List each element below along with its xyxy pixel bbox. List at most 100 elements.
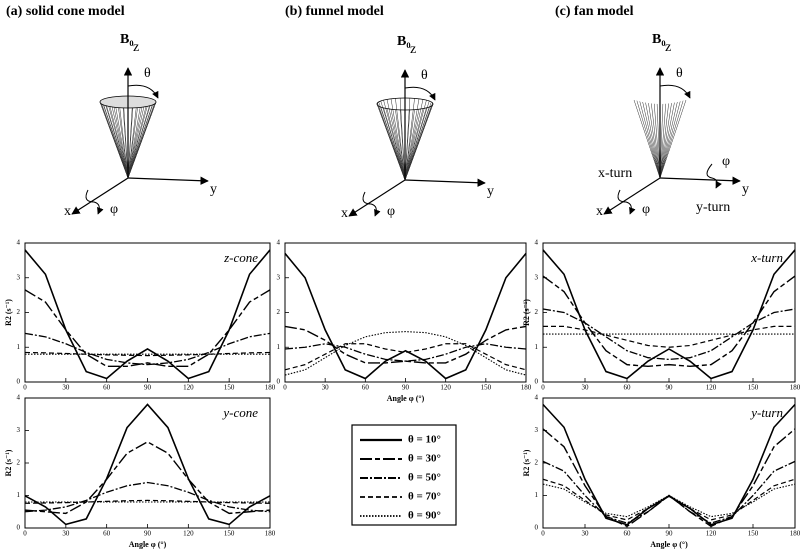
y-label: y: [487, 184, 494, 199]
x-label: x: [596, 204, 603, 219]
cone-line: [653, 103, 661, 179]
cone-line: [404, 98, 420, 181]
phi-label: φ: [387, 204, 395, 219]
x-tick-label: 30: [322, 384, 330, 392]
cone-line: [109, 97, 129, 179]
x-tick-label: 150: [748, 384, 759, 392]
series-line: [542, 483, 796, 518]
cone-line: [122, 96, 129, 179]
cone-line: [113, 107, 129, 179]
series-line: [284, 325, 527, 364]
x-axis-label: Angle φ (°): [650, 540, 688, 549]
series-line: [284, 331, 527, 376]
legend-label: θ = 10°: [408, 434, 441, 446]
cone-line: [118, 96, 129, 179]
cone-line: [395, 98, 406, 181]
x-axis-label: Angle φ (°): [387, 394, 425, 403]
cone-line: [659, 101, 678, 179]
field-label: B₀: [397, 34, 411, 49]
y-label: y: [210, 182, 217, 197]
y-tick-label: 0: [535, 378, 539, 386]
cone-line: [404, 99, 424, 181]
y-tick-label: 2: [277, 308, 281, 316]
cone-line: [127, 97, 147, 179]
x-axis: [348, 179, 406, 217]
x-label: x: [341, 206, 348, 221]
cone-line: [127, 98, 150, 179]
theta-label: θ: [676, 66, 683, 81]
y-tick-label: 2: [535, 459, 539, 467]
y-tick-label: 0: [17, 378, 21, 386]
cone-line: [127, 107, 143, 179]
x-tick-label: 120: [183, 530, 194, 538]
y-axis: [127, 176, 209, 185]
y-axis: [404, 178, 486, 187]
series-line: [543, 325, 795, 348]
cone-line: [113, 96, 129, 179]
phi-arrow: [706, 163, 722, 189]
legend-label: θ = 30°: [408, 453, 441, 465]
cone-line: [399, 98, 406, 181]
phi-label: φ: [110, 202, 118, 217]
cone-line: [645, 102, 661, 179]
cone-line: [377, 102, 406, 181]
legend-label: θ = 70°: [408, 491, 441, 503]
y-label: y: [742, 182, 749, 197]
turn-label: x-turn: [598, 166, 632, 181]
cone-line: [659, 103, 667, 179]
cone-line: [659, 99, 687, 179]
x-tick-label: 180: [790, 384, 800, 392]
x-tick-label: 0: [23, 384, 27, 392]
y-axis-label: R2 (s⁻¹): [4, 449, 13, 476]
x-tick-label: 60: [624, 530, 632, 538]
y-tick-label: 1: [17, 343, 21, 351]
z-label: z: [665, 40, 671, 55]
x-tick-label: 120: [183, 384, 194, 392]
cone-line: [127, 96, 138, 179]
series-line: [542, 249, 796, 380]
cone-line: [378, 101, 406, 181]
cone-line: [101, 99, 129, 179]
x-tick-label: 90: [666, 530, 674, 538]
cone-line: [659, 103, 672, 179]
series-line: [24, 499, 271, 504]
cone-line: [386, 99, 406, 181]
field-label: B₀: [120, 32, 134, 47]
cone-line: [103, 98, 129, 179]
x-axis: [603, 177, 661, 215]
cone-line: [390, 109, 406, 181]
y-tick-label: 0: [277, 378, 281, 386]
cone-line: [404, 98, 415, 181]
cone-line: [404, 100, 430, 181]
series-line: [24, 289, 271, 368]
phi-arrow: [617, 189, 636, 215]
x-tick-label: 90: [144, 530, 152, 538]
cone-line: [100, 100, 129, 179]
x-tick-label: 30: [582, 384, 590, 392]
series-line: [542, 428, 796, 528]
x-label: x: [64, 204, 71, 219]
cone-line: [633, 99, 661, 179]
panel-title: (c) fan model: [555, 4, 634, 19]
series-line: [542, 308, 796, 361]
cone-line: [639, 101, 661, 179]
y-tick-label: 3: [17, 273, 21, 281]
cone-line: [127, 101, 157, 179]
y-tick-label: 2: [17, 308, 21, 316]
x-tick-label: 180: [521, 384, 532, 392]
cone-line: [636, 100, 661, 179]
x-tick-label: 150: [481, 384, 492, 392]
cone-line: [659, 102, 675, 179]
x-tick-label: 150: [224, 384, 235, 392]
y-tick-label: 3: [535, 273, 539, 281]
cone-line: [648, 103, 661, 179]
x-tick-label: 180: [790, 530, 800, 538]
phi-label: φ: [642, 202, 650, 217]
panel-title: (a) solid cone model: [6, 4, 125, 19]
cone-line: [380, 100, 406, 181]
series-line: [284, 343, 527, 362]
y-tick-label: 1: [535, 343, 539, 351]
x-tick-label: 30: [62, 530, 70, 538]
panel-label: x-turn: [750, 250, 783, 265]
